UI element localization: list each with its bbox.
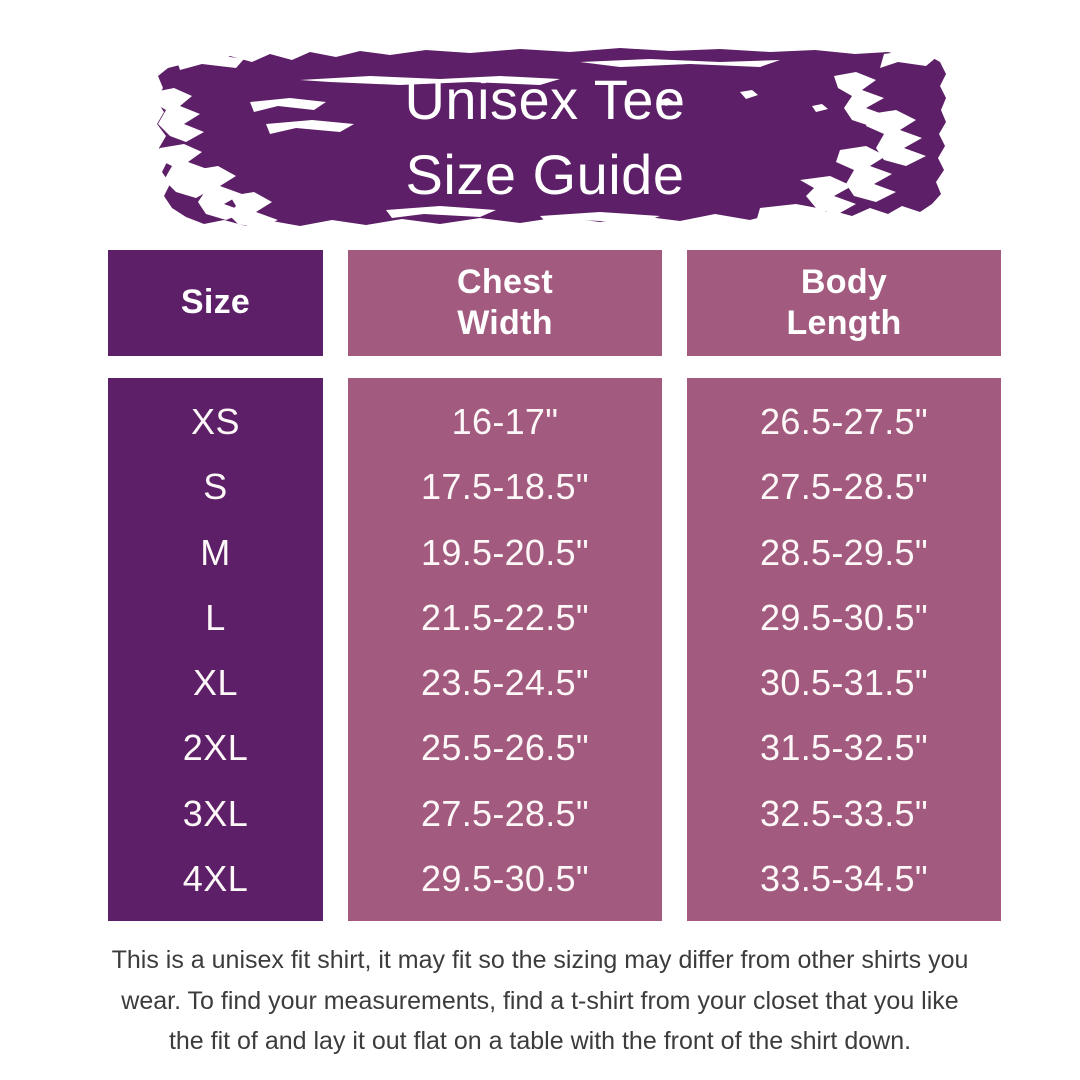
table-row: 23.5-24.5"	[421, 662, 589, 704]
table-row: 19.5-20.5"	[421, 531, 589, 573]
table-row: 27.5-28.5"	[421, 792, 589, 834]
table-row: M	[200, 531, 231, 573]
footer-line-3: the fit of and lay it out flat on a tabl…	[168, 1027, 912, 1055]
table-row: 2XL	[182, 727, 249, 769]
footer-note: This is a unisex fit shirt, it may fit s…	[95, 940, 985, 1062]
header-label-chest-width: Chest Width	[451, 262, 559, 345]
table-row: 29.5-30.5"	[421, 857, 589, 899]
header-label-body-length: Body Length	[780, 262, 907, 345]
table-row: 25.5-26.5"	[421, 727, 589, 769]
table-row: 31.5-32.5"	[760, 727, 928, 769]
table-row: 29.5-30.5"	[760, 596, 928, 638]
header-chest-line-2: Width	[457, 304, 553, 342]
brush-stroke-icon	[152, 48, 946, 228]
table-body: XS S M L XL 2XL 3XL 4XL 16-17" 17.5-18.5…	[108, 378, 1005, 921]
table-row: 32.5-33.5"	[760, 792, 928, 834]
table-row: 3XL	[182, 792, 249, 834]
table-row: 30.5-31.5"	[760, 662, 928, 704]
header-cell-chest-width: Chest Width	[348, 250, 662, 356]
table-row: XL	[192, 662, 239, 704]
column-chest-width: 16-17" 17.5-18.5" 19.5-20.5" 21.5-22.5" …	[348, 378, 662, 921]
table-row: 28.5-29.5"	[760, 531, 928, 573]
table-row: 26.5-27.5"	[760, 401, 928, 442]
table-row: 17.5-18.5"	[421, 466, 589, 508]
title-banner: Unisex Tee Size Guide	[140, 40, 950, 235]
table-row: 16-17"	[451, 401, 559, 442]
size-table: Size Chest Width Body Length XS S M L XL 2…	[108, 250, 1005, 921]
header-cell-body-length: Body Length	[687, 250, 1001, 356]
table-header-row: Size Chest Width Body Length	[108, 250, 1005, 356]
column-body-length: 26.5-27.5" 27.5-28.5" 28.5-29.5" 29.5-30…	[687, 378, 1001, 921]
header-body-line-2: Length	[786, 304, 902, 342]
header-cell-size: Size	[108, 250, 323, 356]
table-row: 4XL	[182, 857, 249, 899]
table-row: XS	[190, 401, 241, 442]
table-row: S	[203, 466, 228, 508]
table-row: 21.5-22.5"	[421, 596, 589, 638]
table-row: L	[205, 596, 226, 638]
footer-line-1: This is a unisex fit shirt, it may fit s…	[111, 946, 969, 974]
column-size: XS S M L XL 2XL 3XL 4XL	[108, 378, 323, 921]
footer-line-2: wear. To find your measurements, find a …	[121, 986, 959, 1015]
header-label-size: Size	[180, 283, 251, 322]
table-row: 27.5-28.5"	[760, 466, 928, 508]
header-chest-line-1: Chest	[457, 262, 553, 301]
header-body-line-1: Body	[800, 262, 888, 301]
table-row: 33.5-34.5"	[760, 857, 928, 899]
